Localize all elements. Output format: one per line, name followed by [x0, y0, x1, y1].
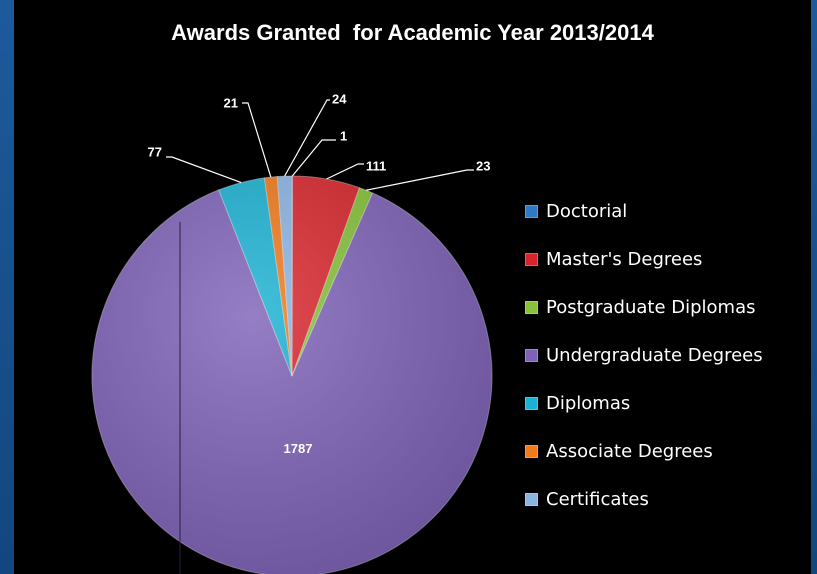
leader-line-diplomas [166, 156, 242, 184]
legend-item-certificates: Certificates [525, 475, 811, 523]
data-label-doctorial: 1 [340, 128, 347, 143]
leader-line-postgraduate-diplomas [365, 169, 474, 191]
legend-label-doctorial: Doctorial [546, 200, 628, 222]
data-label-associate-degrees: 21 [224, 95, 238, 110]
data-label-undergraduate-degrees: 1787 [284, 441, 313, 456]
legend-swatch-undergraduate-degrees [525, 348, 538, 362]
legend-item-associate-degrees: Associate Degrees [525, 427, 811, 475]
leader-line-master-s-degrees [326, 163, 364, 180]
legend-swatch-certificates [525, 492, 538, 506]
chart-title: Awards Granted for Academic Year 2013/20… [171, 20, 654, 45]
legend-swatch-doctorial [525, 204, 538, 218]
leader-line-associate-degrees [242, 102, 272, 178]
legend-swatch-master-s-degrees [525, 252, 538, 266]
data-label-postgraduate-diplomas: 23 [476, 158, 490, 173]
leader-line-certificates [284, 99, 330, 177]
legend-label-certificates: Certificates [546, 488, 649, 510]
legend-label-diplomas: Diplomas [546, 392, 631, 414]
legend-item-doctorial: Doctorial [525, 187, 811, 235]
chart-legend: Doctorial Master's Degrees Postgraduate Di… [525, 187, 811, 523]
legend-swatch-associate-degrees [525, 444, 538, 458]
legend-label-undergraduate-degrees: Undergraduate Degrees [546, 344, 763, 366]
data-label-master-s-degrees: 111 [366, 158, 386, 173]
data-label-diplomas: 77 [148, 144, 162, 159]
legend-label-postgraduate-diplomas: Postgraduate Diplomas [546, 296, 756, 318]
legend-swatch-diplomas [525, 396, 538, 410]
legend-item-undergraduate-degrees: Undergraduate Degrees [525, 331, 811, 379]
legend-item-diplomas: Diplomas [525, 379, 811, 427]
legend-label-associate-degrees: Associate Degrees [546, 440, 713, 462]
data-label-certificates: 24 [332, 91, 347, 106]
legend-swatch-postgraduate-diplomas [525, 300, 538, 314]
legend-item-master-s-degrees: Master's Degrees [525, 235, 811, 283]
leader-line-doctorial [291, 139, 336, 177]
legend-item-postgraduate-diplomas: Postgraduate Diplomas [525, 283, 811, 331]
legend-label-master-s-degrees: Master's Degrees [546, 248, 703, 270]
